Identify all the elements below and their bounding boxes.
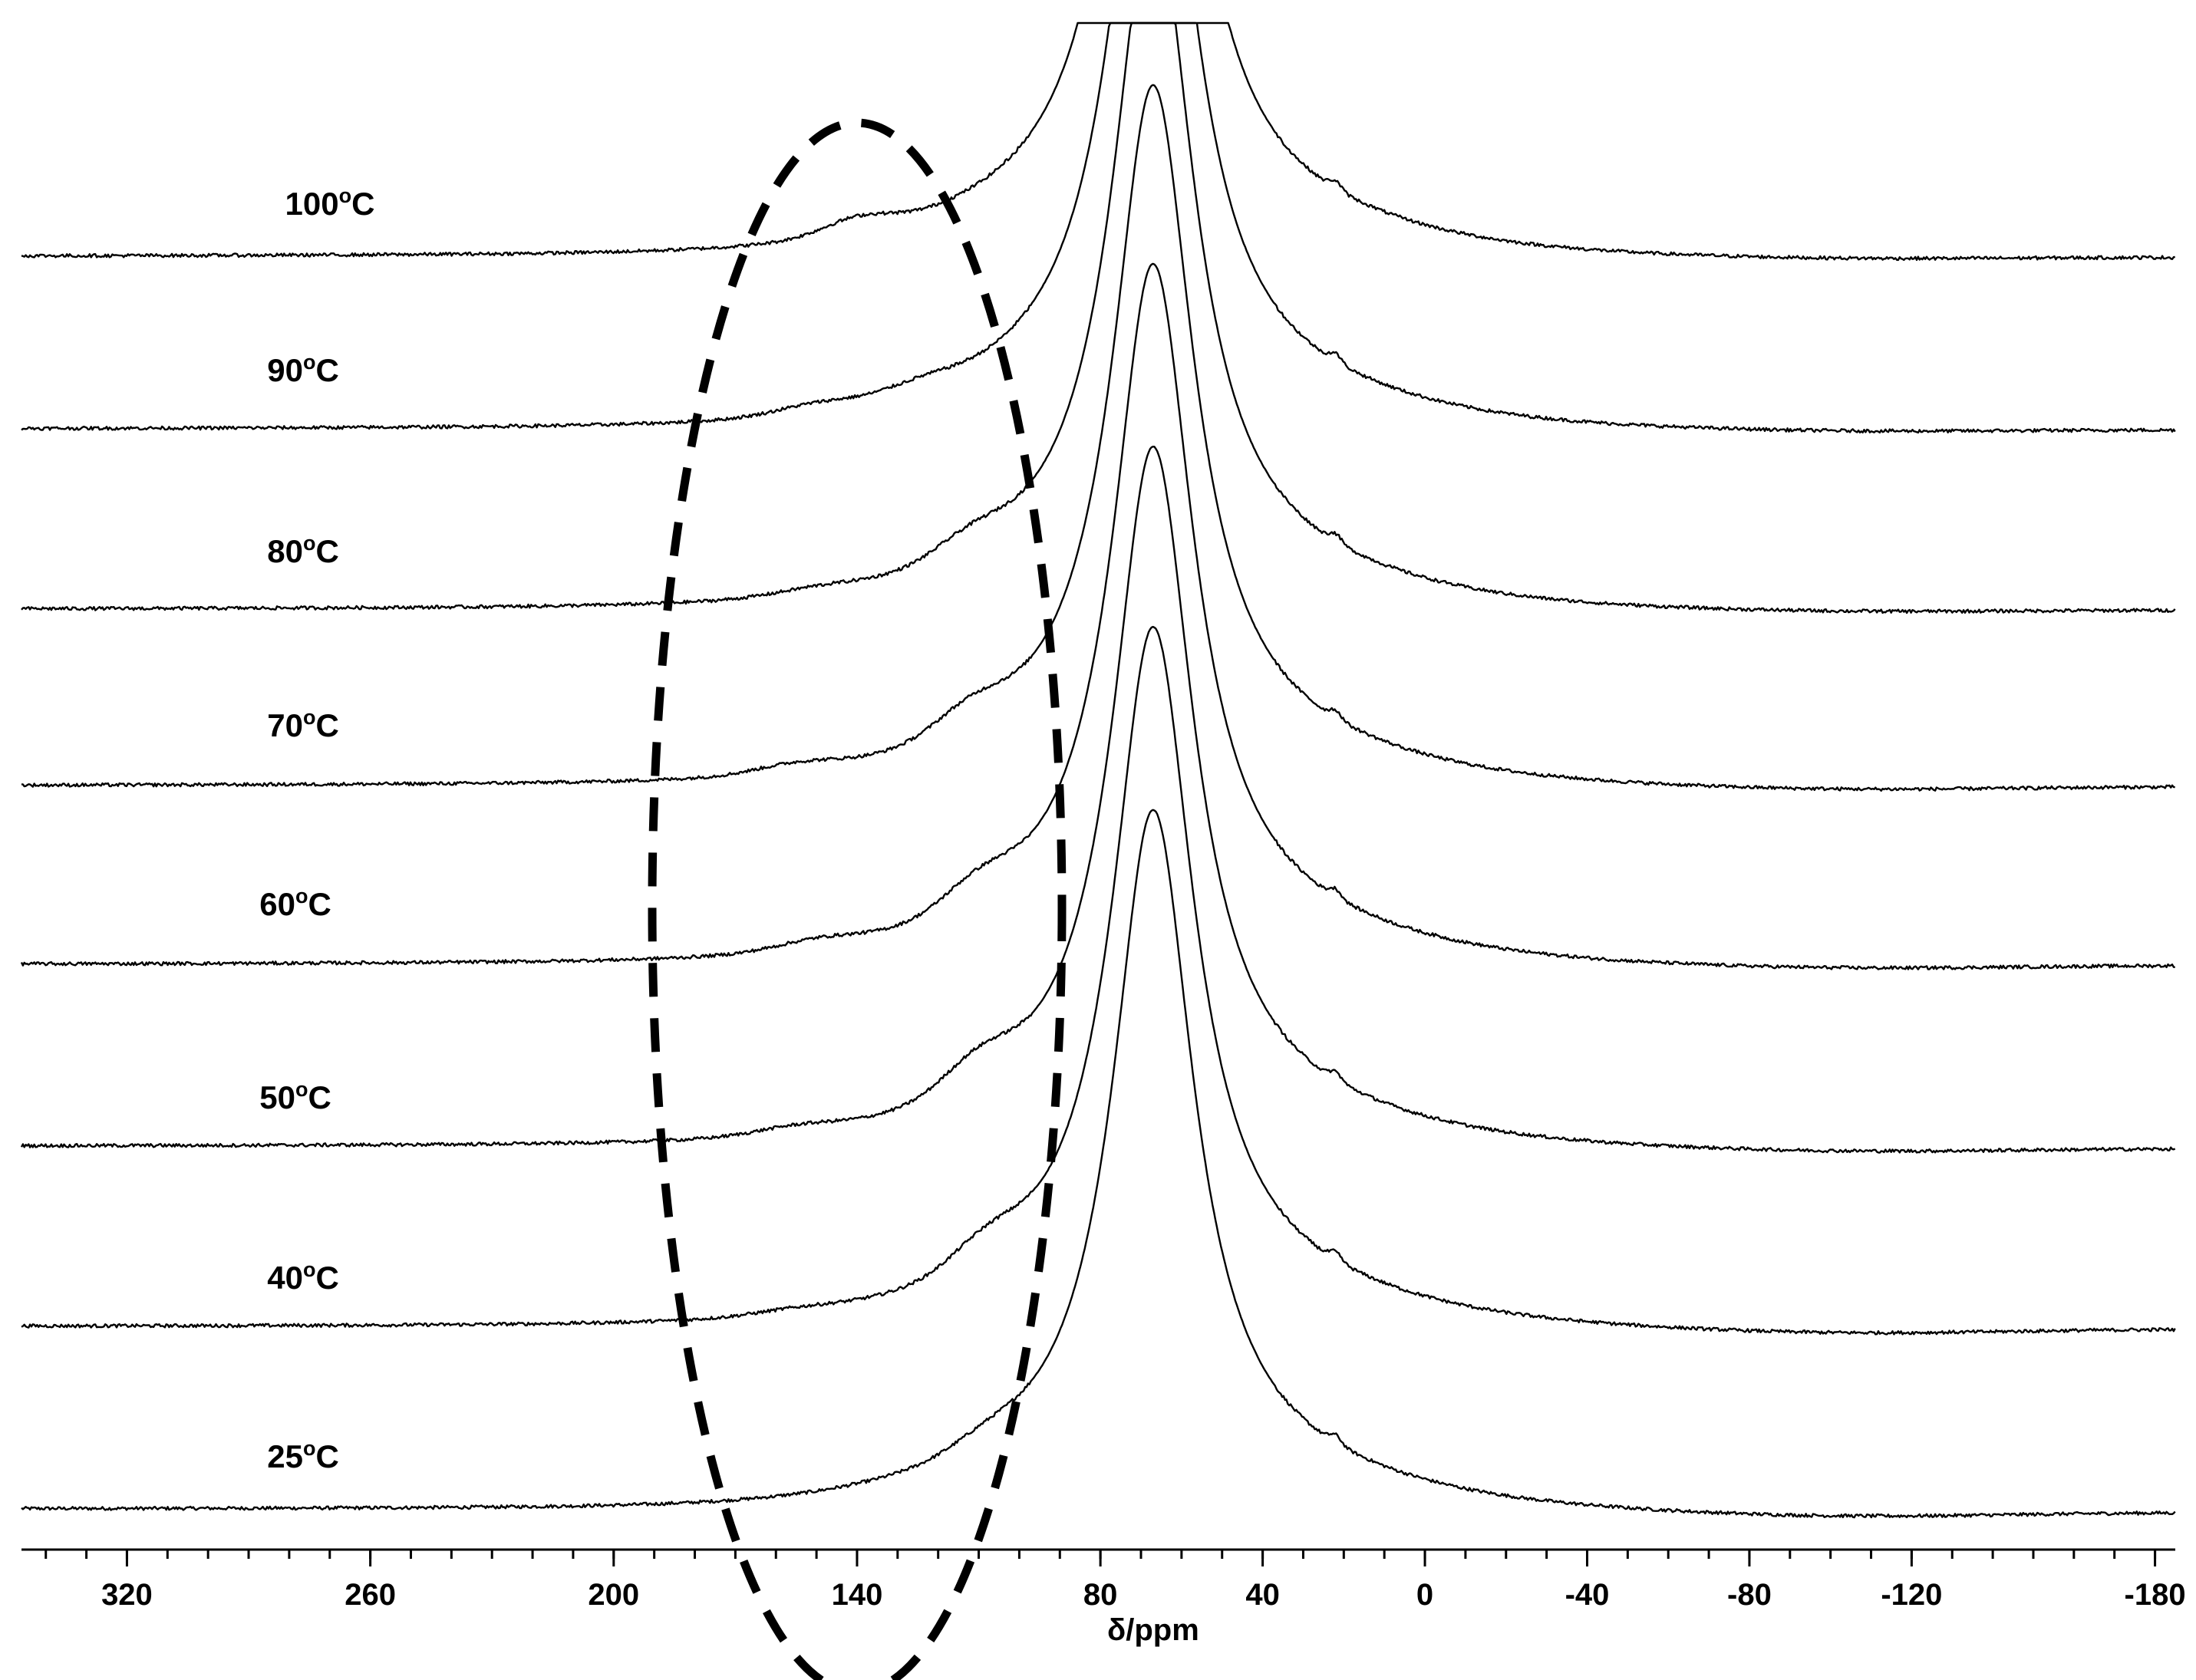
trace-label-25c: 25oC — [267, 1437, 339, 1474]
x-tick-label: -180 — [2125, 1578, 2186, 1612]
x-tick-label: 40 — [1245, 1578, 1280, 1612]
x-tick-label: 320 — [101, 1578, 153, 1612]
spectrum-trace-80c — [21, 21, 2176, 614]
trace-label-40c: 40oC — [267, 1258, 339, 1296]
spectrum-trace-50c — [20, 446, 2176, 1154]
spectrum-trace-60c — [20, 262, 2175, 970]
trace-label-70c: 70oC — [267, 706, 339, 743]
x-tick-label: -40 — [1565, 1578, 1610, 1612]
trace-label-80c: 80oC — [267, 532, 339, 569]
trace-labels: 25oC 40oC 50oC 60oC 70oC 80oC 90oC 100oC — [259, 184, 374, 1474]
spectrum-trace-90c — [21, 21, 2176, 434]
x-tick-label: 80 — [1083, 1578, 1118, 1612]
spectrum-trace-100c — [21, 21, 2175, 262]
trace-label-100c: 100oC — [285, 184, 375, 222]
x-axis: 320 260 200 140 80 40 0 -40 -80 -120 -180 — [21, 1548, 2186, 1612]
x-tick-label: 140 — [832, 1578, 883, 1612]
x-axis-ticks: 320 260 200 140 80 40 0 -40 -80 -120 -180 — [45, 1550, 2186, 1612]
highlight-dashed-ellipse — [648, 118, 1067, 1680]
trace-label-60c: 60oC — [259, 884, 331, 922]
trace-label-90c: 90oC — [267, 351, 339, 388]
x-tick-label: 200 — [588, 1578, 639, 1612]
x-tick-label: -80 — [1727, 1578, 1772, 1612]
x-tick-label: 0 — [1416, 1578, 1433, 1612]
annotation-layer — [648, 118, 1067, 1680]
spectra-traces — [20, 21, 2176, 1519]
x-tick-label: 260 — [345, 1578, 396, 1612]
x-tick-label: -120 — [1881, 1578, 1942, 1612]
x-axis-title: δ/ppm — [1107, 1613, 1199, 1647]
spectrum-trace-25c — [21, 809, 2176, 1519]
spectrum-trace-40c — [21, 625, 2176, 1336]
trace-label-50c: 50oC — [259, 1078, 331, 1115]
spectrum-trace-70c — [21, 84, 2175, 792]
